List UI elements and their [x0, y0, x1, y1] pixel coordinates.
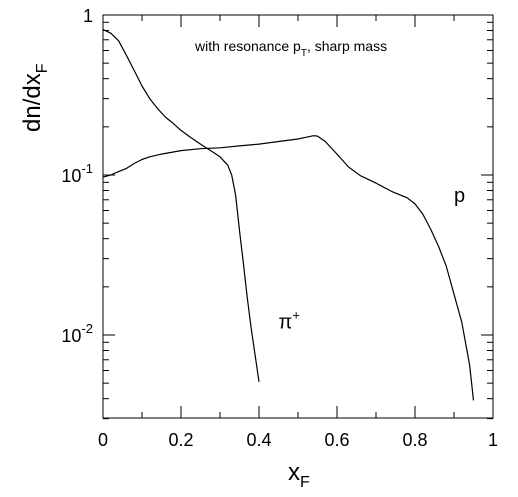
series-label-0: π+	[279, 307, 300, 333]
x-tick-label: 0.6	[324, 430, 349, 450]
x-tick-label: 0.4	[246, 430, 271, 450]
y-axis-ticks: 1 10-1 10-2	[61, 6, 493, 420]
x-axis-label: xF	[288, 459, 310, 491]
y-tick-label: 10-1	[61, 161, 93, 186]
annotation-text: with resonance pT, sharp mass	[194, 38, 387, 59]
y-tick-label: 1	[83, 6, 93, 26]
x-tick-label: 0.8	[402, 430, 427, 450]
x-tick-label: 1	[488, 430, 498, 450]
series-group: π+ p	[102, 29, 475, 401]
plot-frame	[102, 14, 494, 419]
y-axis-label: dn/dxF	[19, 63, 51, 132]
x-tick-label: 0	[98, 430, 108, 450]
series-line-1	[102, 135, 475, 401]
series-label-1: p	[454, 185, 465, 207]
x-tick-label: 0.2	[168, 430, 193, 450]
series-line-0	[102, 29, 260, 382]
x-axis-ticks: 0 0.2 0.4 0.6 0.8 1	[98, 15, 498, 450]
y-tick-label: 10-2	[61, 321, 93, 346]
